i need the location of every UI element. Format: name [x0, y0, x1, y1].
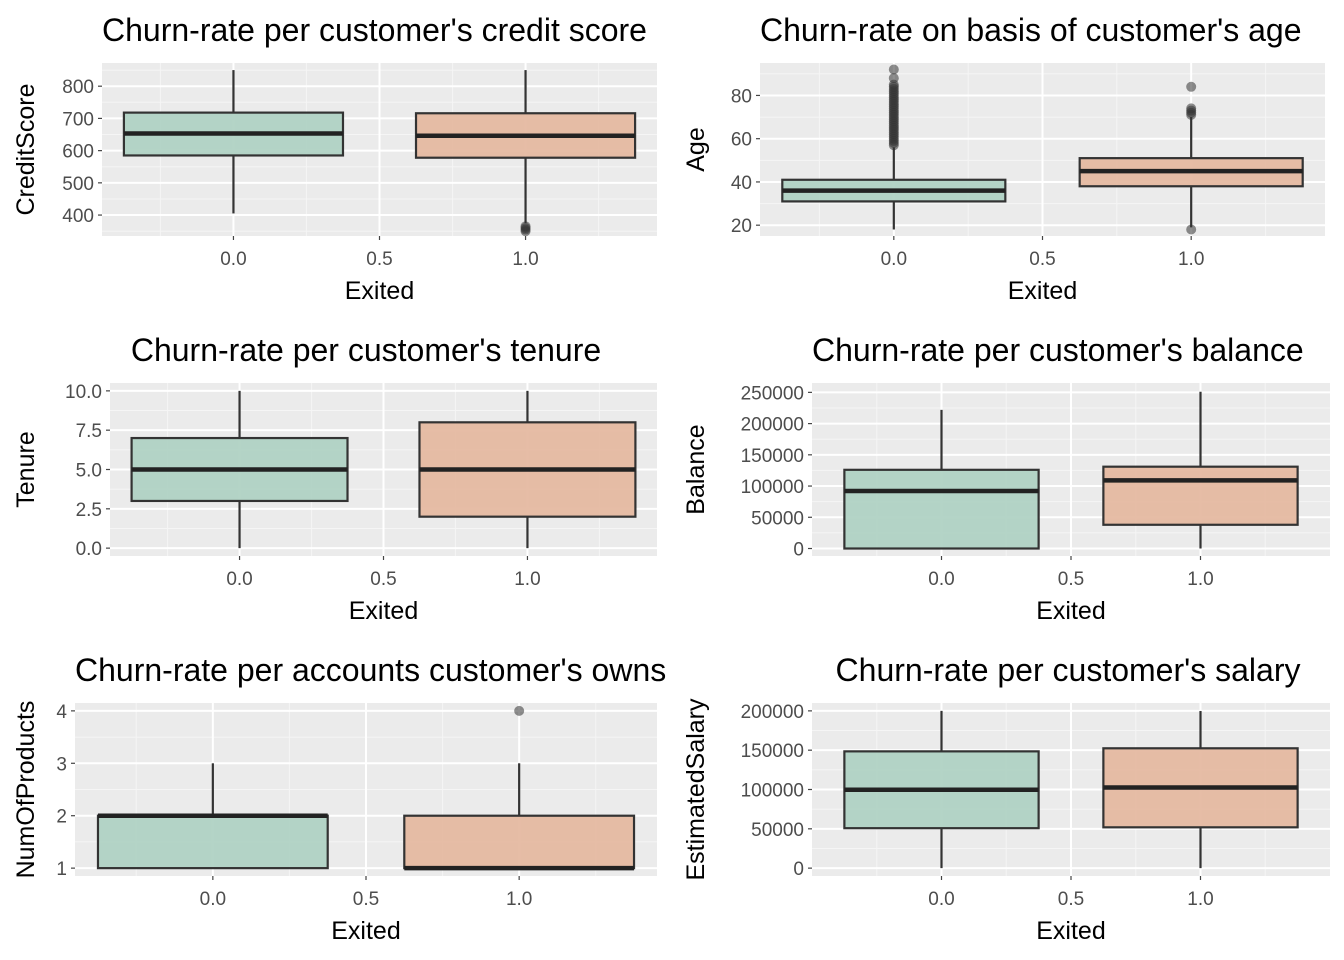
box-group — [1078, 81, 1304, 235]
y-axis-label: CreditScore — [12, 84, 40, 216]
chart-panel: 0.0 0.5 1.0 1 2 3 4 Churn-rate per accounts cus… — [12, 652, 666, 945]
y-tick-label: 3 — [56, 754, 67, 775]
box-group — [843, 409, 1040, 550]
y-tick-label: 2 — [56, 807, 67, 828]
y-tick-label: 0 — [793, 540, 804, 561]
y-tick-label: 60 — [731, 130, 752, 151]
outlier-point — [514, 705, 525, 716]
outlier-point — [1186, 224, 1197, 235]
x-axis-label: Exited — [1036, 917, 1105, 945]
y-tick-label: 5.0 — [76, 461, 102, 482]
y-tick-label: 1 — [56, 859, 67, 880]
box-iqr — [843, 468, 1040, 550]
x-tick-label: 1.0 — [1187, 569, 1213, 590]
y-tick-label: 0 — [793, 859, 804, 880]
box-group — [414, 70, 637, 237]
x-axis-label: Exited — [345, 277, 414, 305]
x-tick-label: 0.5 — [1029, 249, 1055, 270]
x-tick-label: 1.0 — [506, 889, 532, 910]
x-tick-label: 0.5 — [366, 249, 392, 270]
y-tick-label: 10.0 — [65, 382, 102, 403]
y-tick-label: 100000 — [741, 477, 804, 498]
chart-panel: 0.0 0.5 1.0 400 500 600 700 800 Churn-rate per c… — [12, 12, 657, 305]
x-tick-label: 0.0 — [928, 889, 954, 910]
x-tick-label: 0.5 — [1058, 569, 1084, 590]
y-tick-label: 200000 — [741, 415, 804, 436]
y-tick-label: 150000 — [741, 741, 804, 762]
outlier-point — [1186, 81, 1197, 92]
x-tick-label: 1.0 — [514, 569, 540, 590]
y-tick-label: 50000 — [751, 820, 804, 841]
chart-panel: 0.0 0.5 1.0 0 50000 100000 150000 200000 Churn-r… — [682, 652, 1330, 945]
chart-panel: 0.0 0.5 1.0 0 50000 100000 150000 200000 250000 C… — [682, 332, 1330, 625]
chart-title: Churn-rate per accounts customer's owns — [75, 652, 666, 688]
y-tick-label: 0.0 — [76, 539, 102, 560]
chart-title: Churn-rate per customer's credit score — [102, 12, 647, 48]
box-group — [781, 64, 1007, 230]
outlier-point — [888, 64, 899, 75]
y-tick-label: 20 — [731, 216, 752, 237]
y-tick-label: 50000 — [751, 508, 804, 529]
box-group — [122, 70, 345, 214]
chart-title: Churn-rate per customer's salary — [836, 652, 1301, 688]
y-tick-label: 40 — [731, 173, 752, 194]
chart-title: Churn-rate per customer's tenure — [131, 332, 601, 368]
box-group — [418, 390, 637, 549]
y-tick-label: 500 — [62, 174, 94, 195]
x-tick-label: 0.0 — [220, 249, 246, 270]
x-tick-label: 1.0 — [1187, 889, 1213, 910]
x-tick-label: 0.5 — [370, 569, 396, 590]
x-tick-label: 0.0 — [881, 249, 907, 270]
y-axis-label: NumOfProducts — [12, 701, 40, 879]
y-tick-label: 150000 — [741, 446, 804, 467]
box-iqr — [1102, 465, 1299, 526]
y-tick-label: 7.5 — [76, 421, 102, 442]
x-tick-label: 0.0 — [226, 569, 252, 590]
x-axis-label: Exited — [1036, 597, 1105, 625]
chart-title: Churn-rate per customer's balance — [812, 332, 1304, 368]
chart-panel: 0.0 0.5 1.0 20 40 60 80 Churn-rate on basis of … — [682, 12, 1325, 305]
box-group — [1102, 711, 1299, 869]
outlier-point — [888, 73, 899, 84]
y-axis-label: Balance — [682, 424, 710, 514]
box-group — [130, 390, 349, 549]
y-axis-label: Tenure — [12, 431, 40, 507]
x-axis-label: Exited — [1008, 277, 1077, 305]
y-axis-label: EstimatedSalary — [682, 698, 710, 881]
chart-title: Churn-rate on basis of customer's age — [760, 12, 1301, 48]
y-tick-label: 700 — [62, 109, 94, 130]
y-tick-label: 100000 — [741, 781, 804, 802]
box-group — [96, 763, 329, 870]
box-iqr — [403, 814, 636, 870]
y-axis-label: Age — [682, 127, 710, 171]
outlier-point — [1186, 103, 1197, 114]
chart-panel: 0.0 0.5 1.0 0.0 2.5 5.0 7.5 10.0 Churn-rate per … — [12, 332, 657, 625]
x-axis-label: Exited — [331, 917, 400, 945]
box-iqr — [96, 814, 329, 870]
box-group — [843, 710, 1040, 869]
y-tick-label: 600 — [62, 142, 94, 163]
x-tick-label: 0.5 — [1058, 889, 1084, 910]
x-axis-label: Exited — [349, 597, 418, 625]
y-tick-label: 250000 — [741, 383, 804, 404]
y-tick-label: 800 — [62, 77, 94, 98]
x-tick-label: 0.0 — [200, 889, 226, 910]
y-tick-label: 200000 — [741, 702, 804, 723]
y-tick-label: 80 — [731, 86, 752, 107]
y-tick-label: 2.5 — [76, 500, 102, 521]
x-tick-label: 0.5 — [353, 889, 379, 910]
box-group — [403, 705, 636, 871]
y-tick-label: 4 — [56, 702, 67, 723]
outlier-point — [520, 221, 531, 232]
x-tick-label: 1.0 — [512, 249, 538, 270]
box-group — [1102, 391, 1299, 549]
x-tick-label: 1.0 — [1178, 249, 1204, 270]
x-tick-label: 0.0 — [928, 569, 954, 590]
y-tick-label: 400 — [62, 206, 94, 227]
